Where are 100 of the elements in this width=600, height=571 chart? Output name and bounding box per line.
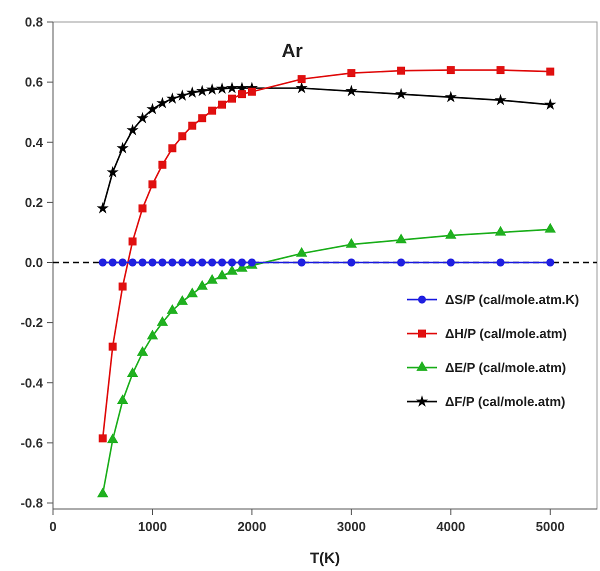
point — [395, 233, 407, 244]
point — [188, 258, 196, 266]
point — [138, 204, 147, 212]
point — [126, 367, 138, 377]
point — [128, 237, 137, 246]
y-tick-label: 0.0 — [24, 255, 43, 270]
point — [496, 258, 505, 266]
point — [108, 258, 117, 266]
point — [494, 94, 507, 106]
point — [544, 222, 556, 233]
point — [296, 246, 308, 257]
point — [226, 82, 238, 94]
point — [148, 180, 156, 188]
point — [494, 226, 506, 236]
point — [176, 295, 188, 305]
point — [248, 88, 256, 96]
point — [198, 114, 206, 122]
point — [188, 122, 196, 130]
y-tick-label: -0.4 — [20, 375, 44, 390]
point — [178, 132, 186, 140]
point — [168, 258, 176, 266]
point — [446, 66, 455, 74]
point — [198, 258, 206, 266]
point — [496, 66, 505, 74]
point — [107, 433, 118, 444]
point — [156, 316, 168, 326]
legend-label: ΔH/P (cal/mole.atm) — [445, 326, 567, 342]
point — [116, 394, 128, 404]
point — [98, 434, 107, 442]
point — [206, 274, 218, 284]
point — [228, 94, 236, 103]
point — [156, 96, 168, 108]
y-tick-label: 0.6 — [24, 74, 43, 90]
y-tick-label: -0.2 — [20, 315, 43, 330]
point — [216, 270, 228, 280]
point — [126, 124, 139, 136]
point — [544, 98, 556, 110]
point — [128, 258, 137, 266]
point — [216, 82, 228, 94]
point — [178, 258, 186, 266]
x-tick-label: 5000 — [536, 519, 565, 534]
point — [166, 304, 178, 314]
point — [146, 102, 158, 114]
point — [208, 106, 216, 115]
point — [136, 346, 148, 356]
point — [347, 69, 356, 78]
y-tick-label: -0.8 — [20, 496, 43, 511]
point — [208, 258, 216, 266]
point — [116, 142, 129, 154]
point — [218, 258, 226, 266]
x-tick-label: 2000 — [237, 519, 266, 534]
point — [186, 86, 198, 98]
point — [345, 84, 358, 96]
point — [158, 258, 166, 266]
x-tick-label: 1000 — [138, 519, 167, 534]
point — [108, 342, 117, 351]
point — [228, 258, 236, 266]
x-tick-label: 0 — [49, 519, 57, 534]
y-tick-label: 0.2 — [24, 194, 43, 210]
point — [446, 258, 455, 266]
legend-label: ΔE/P (cal/mole.atm) — [445, 360, 566, 376]
point — [296, 82, 308, 94]
point — [238, 90, 246, 98]
point — [298, 75, 306, 84]
point — [196, 84, 208, 96]
text: Ar — [282, 41, 304, 62]
point — [444, 90, 457, 102]
point — [98, 258, 107, 266]
point — [248, 258, 256, 266]
point — [196, 280, 208, 290]
point — [238, 258, 246, 266]
point — [148, 258, 156, 266]
point — [206, 83, 218, 95]
point — [168, 144, 176, 152]
y-tick-label: 0.4 — [24, 134, 44, 150]
y-tick-label: 0.8 — [24, 14, 43, 30]
point — [97, 487, 108, 498]
x-tick-label: 4000 — [436, 519, 466, 534]
point — [96, 202, 109, 214]
point — [546, 68, 554, 76]
point — [397, 258, 406, 266]
point — [397, 66, 406, 75]
legend-label: ΔS/P (cal/mole.atm.K) — [445, 292, 580, 308]
point — [158, 160, 166, 169]
point — [106, 166, 119, 178]
point — [186, 288, 198, 298]
point — [298, 258, 306, 266]
y-tick-label: -0.6 — [20, 435, 43, 450]
point — [346, 238, 357, 248]
point — [118, 258, 127, 266]
x-axis-title: T(K) — [310, 550, 340, 567]
point — [546, 258, 554, 266]
legend-label: ΔF/P (cal/mole.atm) — [445, 394, 566, 410]
x-tick-label: 3000 — [336, 519, 366, 534]
point — [226, 265, 238, 275]
point — [138, 258, 146, 266]
point — [347, 258, 356, 266]
point — [118, 282, 127, 291]
point — [146, 330, 158, 340]
point — [218, 100, 226, 109]
